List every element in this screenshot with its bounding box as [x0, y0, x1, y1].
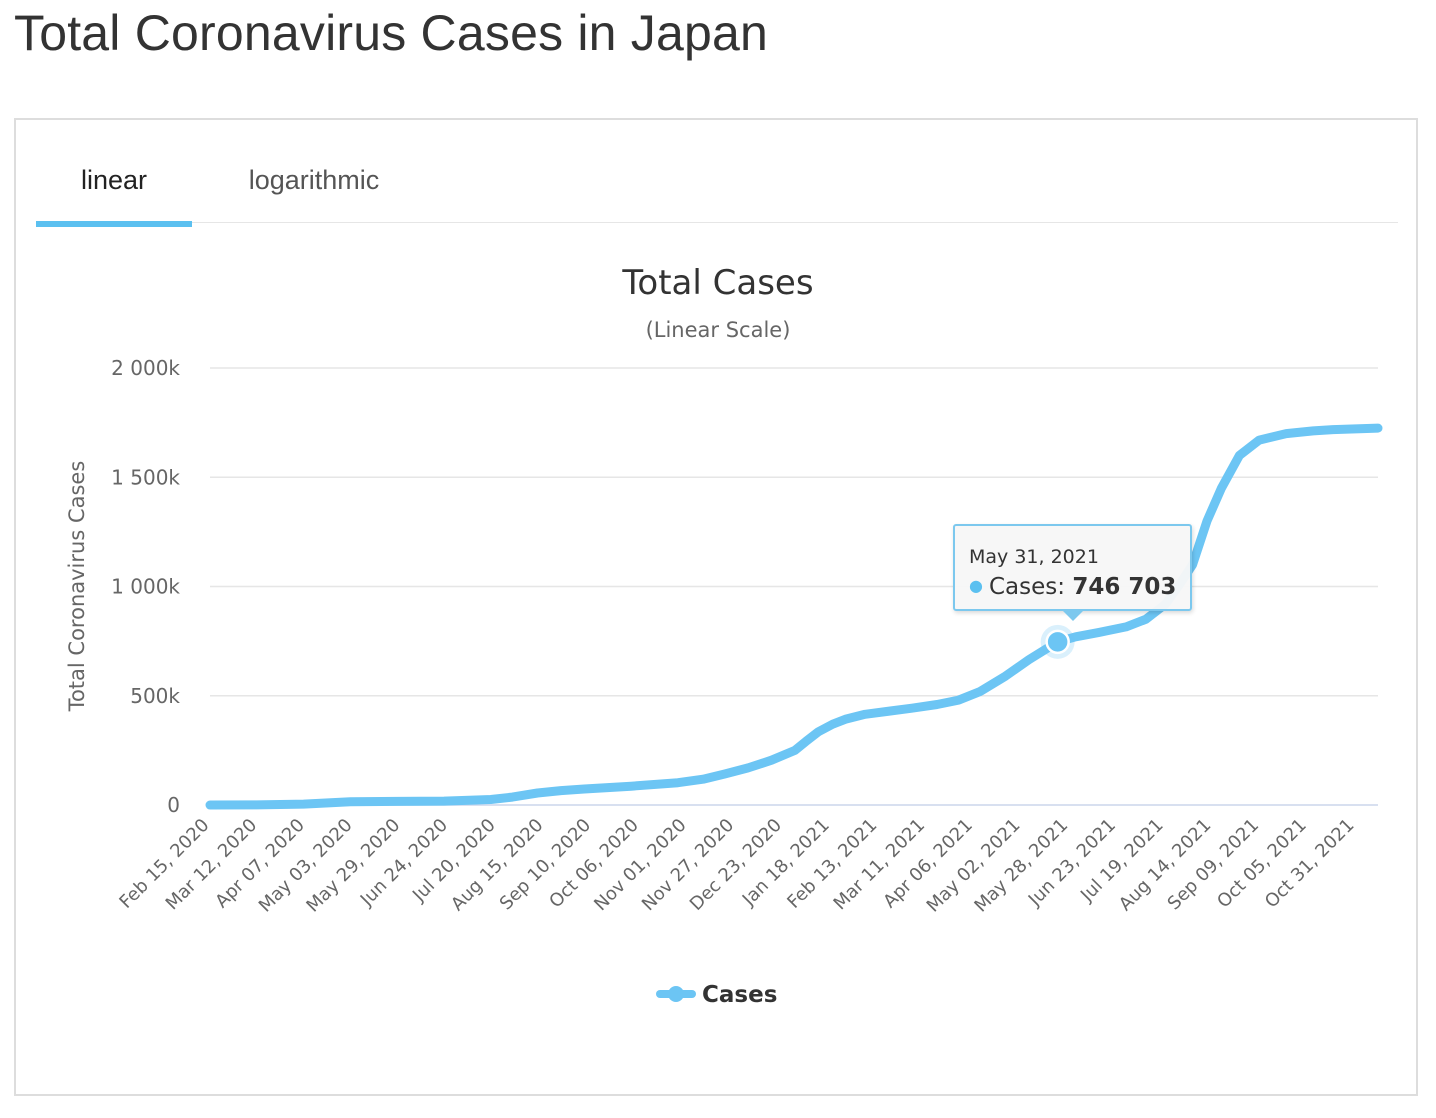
y-axis-title: Total Coronavirus Cases: [65, 461, 89, 713]
y-tick-label: 0: [167, 793, 180, 817]
series-dot-icon: ●: [969, 576, 983, 595]
tooltip-line: ● Cases: 746 703: [969, 574, 1176, 600]
tooltip-series-label: Cases: [988, 574, 1058, 600]
tooltip-value: 746 703: [1072, 574, 1177, 600]
grid-lines: [210, 367, 1378, 806]
legend[interactable]: Cases: [656, 982, 777, 1008]
y-tick-label: 500k: [130, 684, 180, 708]
tab-logarithmic[interactable]: logarithmic: [248, 165, 380, 195]
hover-point: [1045, 629, 1070, 655]
page-title: Total Coronavirus Cases in Japan: [14, 5, 769, 61]
series-line: [205, 423, 1383, 810]
scale-tabs: linear logarithmic: [36, 144, 1398, 227]
hover-marker: [1040, 624, 1075, 659]
y-tick-label: 1 500k: [111, 465, 180, 489]
chart-title: Total Cases: [621, 263, 813, 303]
chart-subtitle: (Linear Scale): [646, 318, 791, 342]
tooltip-date: May 31, 2021: [969, 546, 1099, 568]
legend-item-cases[interactable]: Cases: [702, 982, 777, 1008]
legend-marker-icon: [668, 986, 684, 1002]
tooltip: May 31, 2021 ● Cases: 746 703: [953, 524, 1192, 621]
y-tick-label: 2 000k: [111, 356, 180, 380]
series-cases: [205, 423, 1383, 810]
y-axis-ticks: 0 500k 1 000k 1 500k 2 000k: [111, 356, 180, 817]
y-tick-label: 1 000k: [111, 575, 180, 599]
tab-linear[interactable]: linear: [36, 144, 192, 227]
tooltip-separator: :: [1057, 574, 1065, 600]
